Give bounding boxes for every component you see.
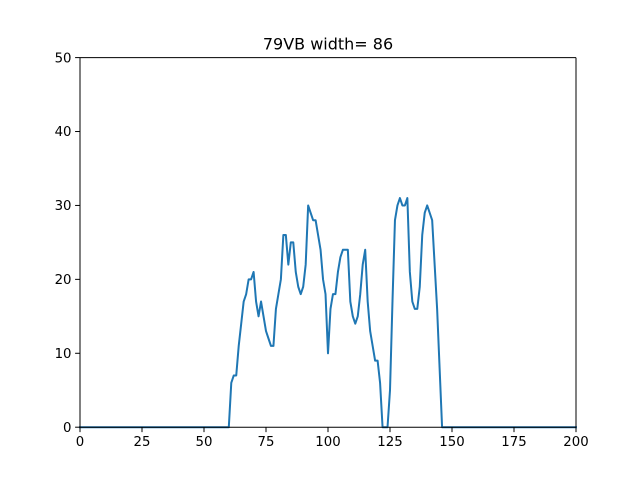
x-tick-label: 175 bbox=[501, 435, 526, 450]
y-tick-label: 30 bbox=[55, 199, 72, 214]
x-tick-label: 125 bbox=[377, 435, 402, 450]
y-tick-label: 0 bbox=[63, 421, 71, 436]
y-tick-label: 50 bbox=[55, 51, 72, 66]
x-tick-label: 200 bbox=[563, 435, 588, 450]
x-tick-label: 0 bbox=[76, 435, 84, 450]
y-tick-label: 40 bbox=[55, 125, 72, 140]
x-tick-label: 25 bbox=[134, 435, 151, 450]
series-line-0 bbox=[79, 197, 577, 429]
x-tick-label: 100 bbox=[315, 435, 340, 450]
y-tick-label: 10 bbox=[55, 347, 72, 362]
chart-title: 79VB width= 86 bbox=[263, 35, 393, 54]
x-tick-label: 150 bbox=[439, 435, 464, 450]
plot-area: 0 25 50 75 100 125 150 175 200 0 10 20 30 40 50 bbox=[55, 51, 589, 450]
x-tick-label: 75 bbox=[258, 435, 275, 450]
y-tick-label: 20 bbox=[55, 273, 72, 288]
x-tick-label: 50 bbox=[196, 435, 213, 450]
